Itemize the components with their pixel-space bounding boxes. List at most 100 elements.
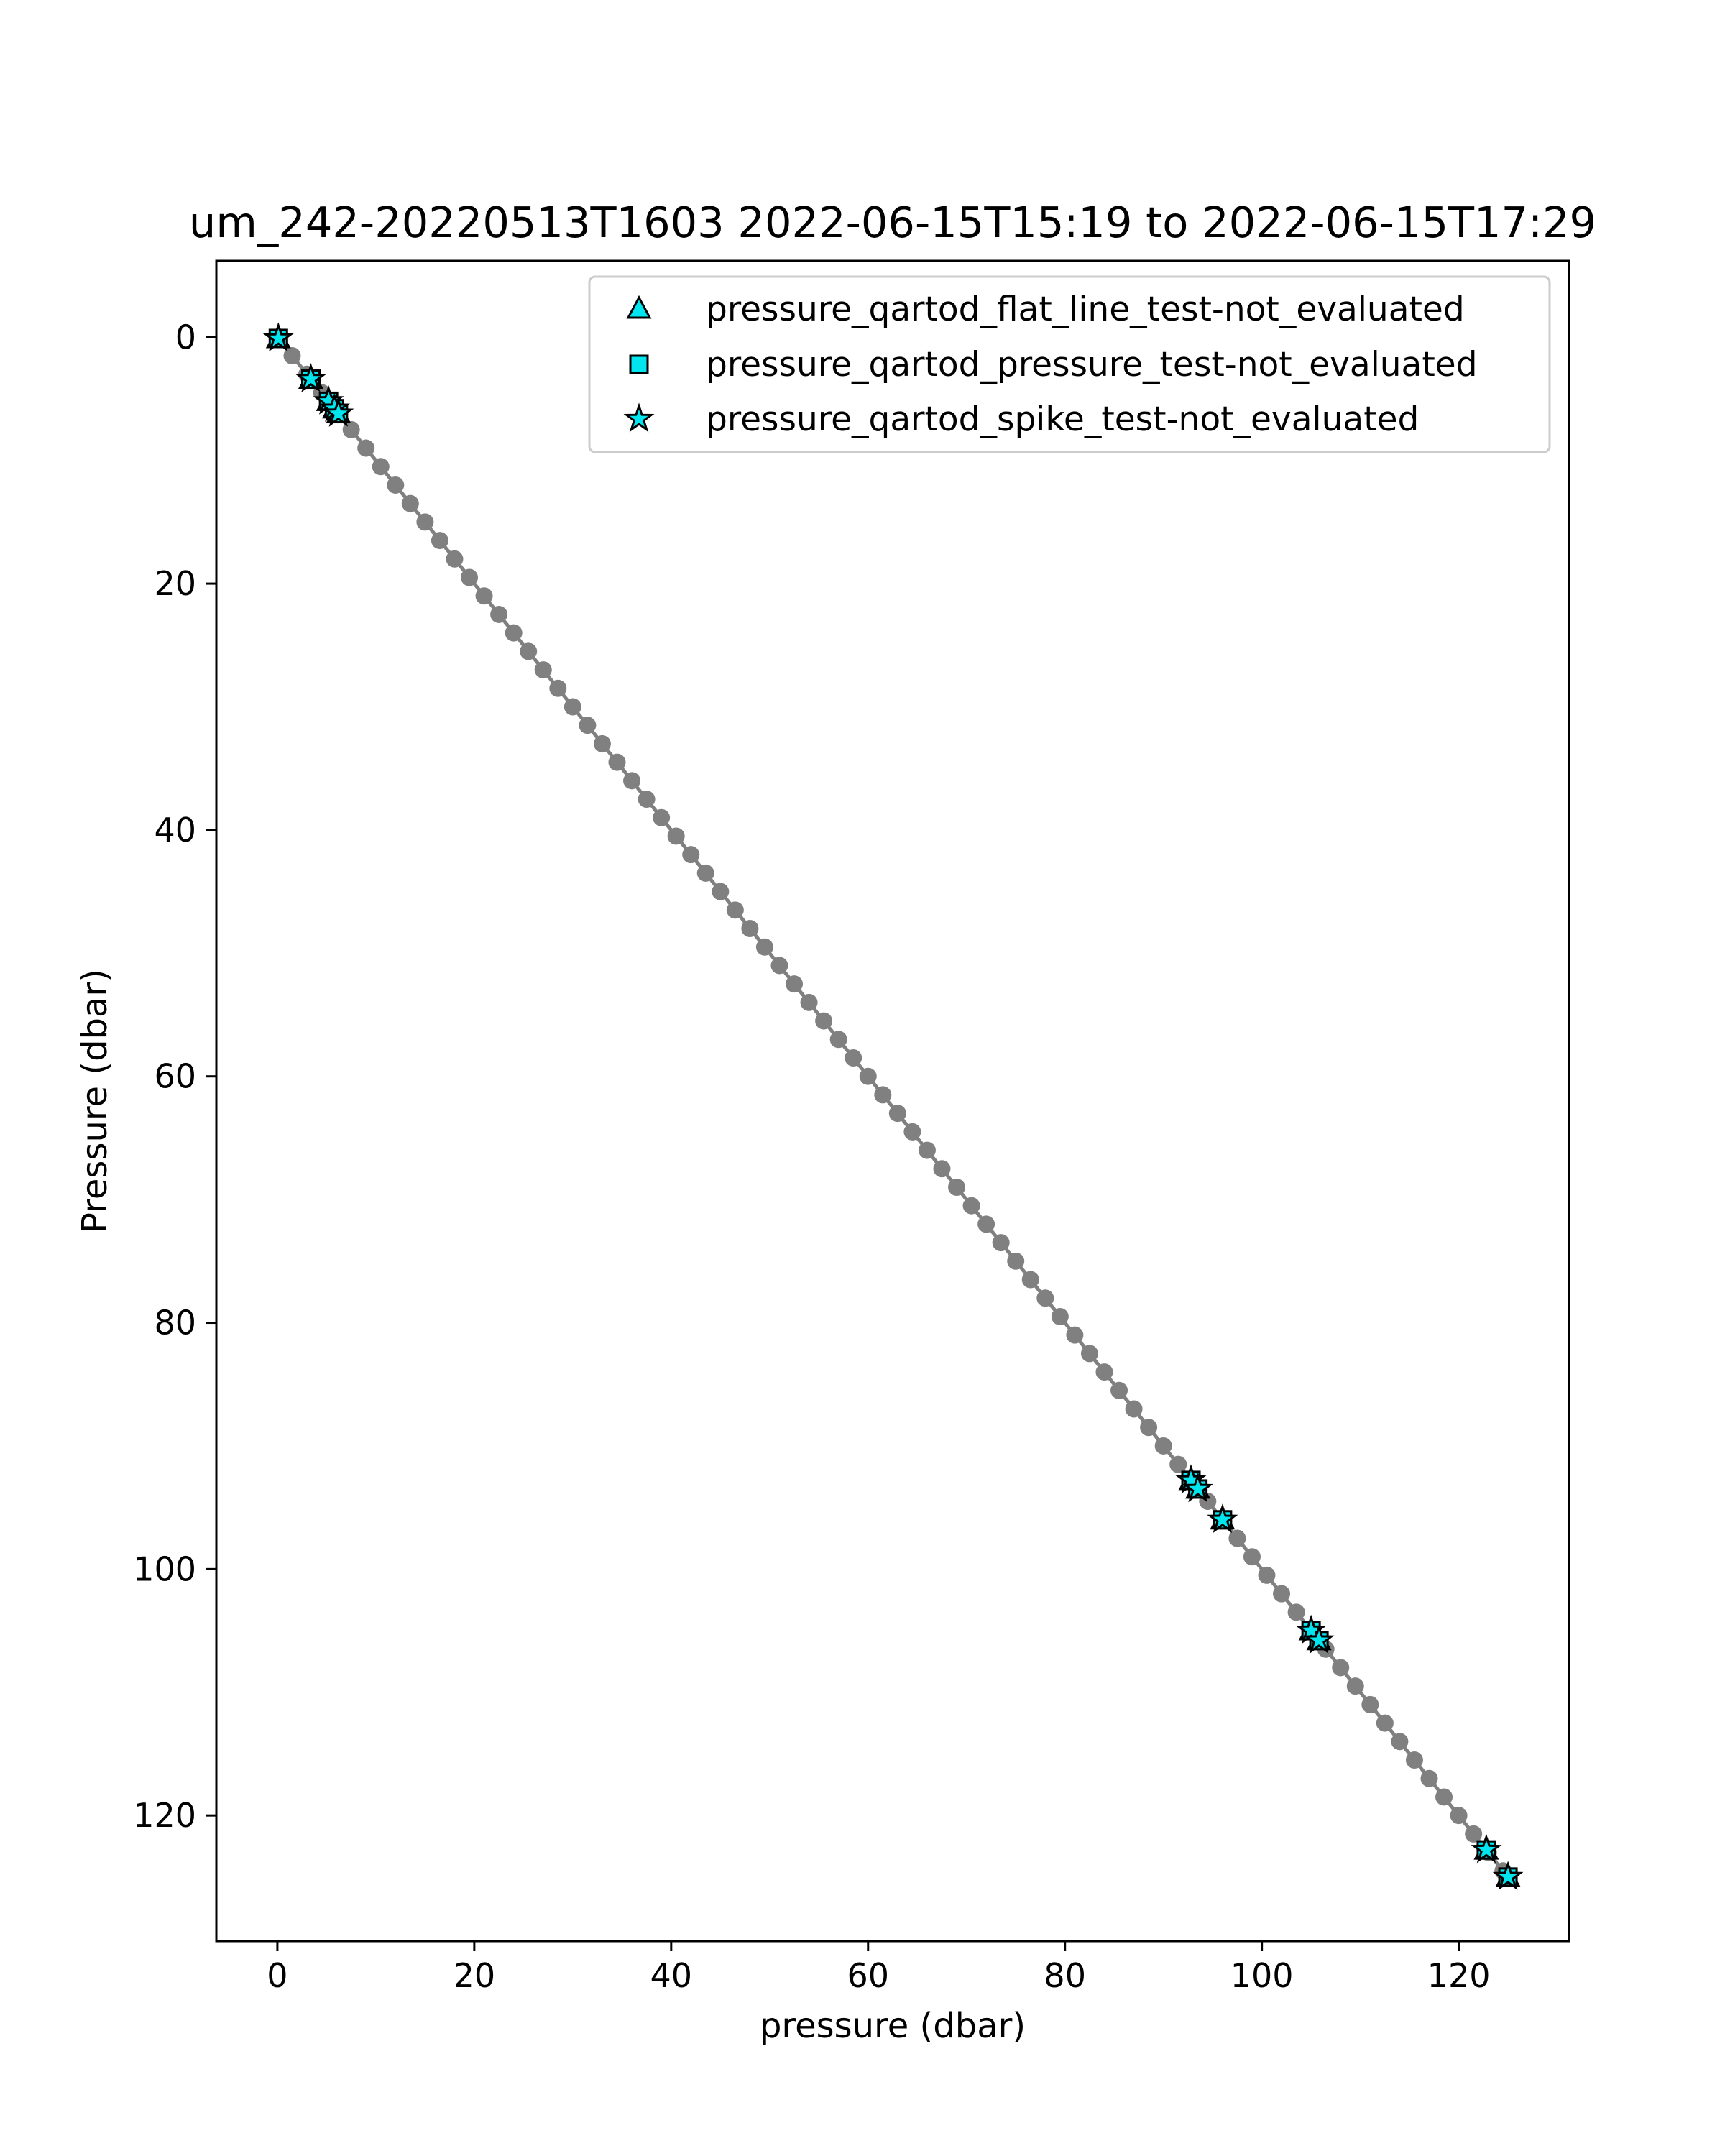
profile-point — [446, 550, 464, 568]
y-axis: 0 20 40 60 80 100 120 — [133, 318, 216, 1835]
profile-point — [726, 901, 744, 919]
profile-point — [845, 1049, 862, 1067]
profile-point — [978, 1215, 995, 1233]
star-flag-marker — [295, 363, 326, 392]
profile-point — [387, 476, 405, 494]
profile-point — [992, 1234, 1010, 1252]
profile-point — [534, 661, 552, 679]
profile-point — [520, 642, 538, 660]
profile-point — [948, 1178, 966, 1196]
flag-markers-layer — [262, 322, 1524, 1891]
profile-point — [475, 587, 493, 605]
plot-frame — [215, 259, 1570, 1943]
x-tick-label: 60 — [847, 1956, 889, 1995]
profile-point — [903, 1123, 921, 1141]
star-flag-marker — [323, 397, 354, 427]
profile-point — [579, 717, 597, 734]
profile-point — [786, 975, 804, 993]
profile-point — [1125, 1400, 1143, 1418]
y-tick-label: 20 — [154, 564, 196, 603]
profile-point — [1169, 1455, 1187, 1473]
profile-point — [1154, 1437, 1172, 1455]
star-flag-marker — [262, 322, 294, 352]
profile-point — [829, 1031, 847, 1049]
profile-point — [888, 1105, 906, 1123]
profile-point — [1110, 1381, 1128, 1399]
star-flag-marker — [1492, 1861, 1524, 1891]
y-tick-label: 100 — [133, 1549, 196, 1588]
profile-point — [918, 1141, 936, 1159]
profile-point — [505, 624, 523, 642]
y-tick-label: 120 — [133, 1796, 196, 1835]
profile-point — [549, 679, 567, 697]
chart-title: um_242-20220513T1603 2022-06-15T15:19 to… — [189, 198, 1596, 247]
legend-entry-label: pressure_qartod_spike_test-not_evaluated — [706, 400, 1419, 439]
profile-point — [1273, 1585, 1291, 1603]
y-tick-label: 0 — [175, 318, 196, 356]
profile-point — [1376, 1714, 1394, 1732]
profile-point — [1465, 1825, 1483, 1843]
legend-box — [588, 275, 1551, 453]
star-flag-marker — [1182, 1473, 1214, 1503]
y-tick-label: 60 — [154, 1057, 196, 1096]
x-tick-label: 80 — [1044, 1956, 1086, 1995]
profile-point — [593, 734, 611, 752]
profile-point — [1051, 1307, 1069, 1325]
profile-point — [357, 439, 375, 457]
profile-point — [1450, 1807, 1468, 1825]
profile-point — [800, 993, 818, 1011]
profile-point — [1066, 1326, 1084, 1344]
profile-point — [1007, 1252, 1025, 1270]
star-flag-marker — [1207, 1503, 1238, 1533]
profile-point — [1258, 1566, 1276, 1584]
x-tick-label: 20 — [454, 1956, 496, 1995]
profile-point — [1036, 1289, 1054, 1307]
profile-point — [1420, 1769, 1438, 1787]
profile-layer — [268, 328, 1517, 1886]
profile-point — [608, 753, 626, 771]
x-tick-label: 120 — [1427, 1956, 1491, 1995]
profile-point — [638, 791, 656, 808]
profile-point — [490, 605, 508, 623]
profile-point — [696, 864, 714, 882]
y-axis-label: Pressure (dbar) — [75, 969, 115, 1233]
profile-point — [741, 920, 759, 938]
x-axis: 0 20 40 60 80 100 120 — [267, 1941, 1490, 1995]
profile-point — [667, 827, 685, 845]
profile-point — [1332, 1659, 1350, 1677]
x-tick-label: 0 — [267, 1956, 288, 1995]
legend-entry-label: pressure_qartod_flat_line_test-not_evalu… — [706, 290, 1465, 329]
legend-entry-label: pressure_qartod_pressure_test-not_evalua… — [706, 345, 1478, 384]
profile-point — [461, 568, 479, 586]
profile-point — [1080, 1345, 1098, 1363]
legend-star-icon — [623, 402, 655, 433]
profile-point — [1435, 1788, 1453, 1806]
profile-point — [712, 883, 730, 900]
profile-point — [1405, 1751, 1423, 1769]
profile-point — [372, 458, 390, 476]
legend-triangle-icon — [626, 295, 652, 319]
profile-point — [1021, 1271, 1039, 1289]
profile-point — [623, 772, 641, 790]
profile-point — [1228, 1529, 1246, 1547]
star-flag-marker — [1471, 1833, 1502, 1864]
profile-point — [401, 494, 419, 512]
profile-point — [682, 846, 700, 864]
profile-point — [874, 1086, 892, 1104]
star-flag-marker — [1303, 1624, 1335, 1654]
profile-point — [416, 513, 434, 531]
profile-point — [770, 957, 788, 975]
x-axis-label: pressure (dbar) — [760, 2006, 1026, 2046]
legend-square-icon — [629, 354, 649, 374]
profile-point — [1287, 1603, 1305, 1621]
profile-point — [755, 938, 773, 956]
y-tick-label: 80 — [154, 1304, 196, 1342]
legend: pressure_qartod_flat_line_test-not_evalu… — [588, 275, 1551, 453]
profile-point — [653, 808, 671, 826]
profile-point — [564, 698, 581, 716]
profile-point — [1346, 1677, 1364, 1695]
profile-point — [1391, 1733, 1409, 1751]
profile-point — [962, 1197, 980, 1215]
profile-point — [1095, 1363, 1113, 1381]
